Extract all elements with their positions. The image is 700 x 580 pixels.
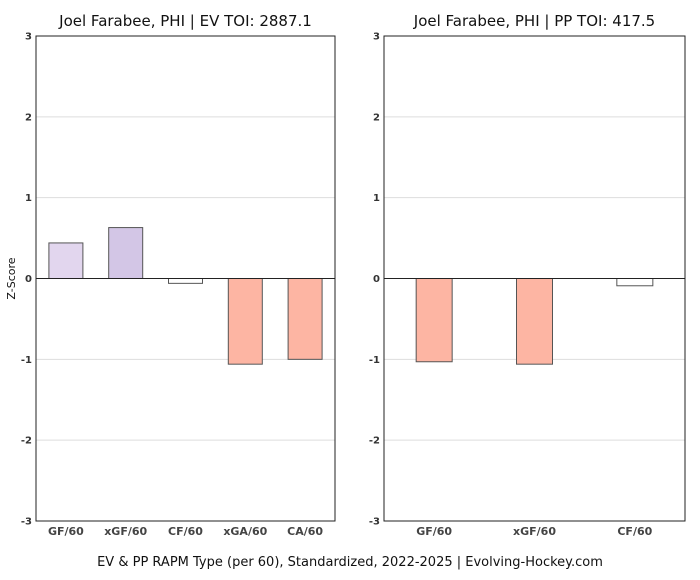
chart-title: Joel Farabee, PHI | EV TOI: 2887.1 xyxy=(58,12,312,30)
y-tick-label: 1 xyxy=(373,193,380,204)
bar xyxy=(516,278,553,365)
plot-frame xyxy=(383,35,686,522)
y-tick-label: 1 xyxy=(25,193,32,204)
y-tick-label: -3 xyxy=(21,517,32,528)
pp-panel: -3 -2 -1 0 1 2 3 GF/60 xGF/60 CF/60 Joel Farabee, … xyxy=(369,12,686,538)
bar xyxy=(108,227,144,279)
x-tick-label: xGF/60 xyxy=(513,525,556,538)
y-tick-label: -1 xyxy=(21,355,32,366)
bar xyxy=(616,278,654,287)
y-tick-label: -1 xyxy=(369,355,380,366)
x-tick-label: GF/60 xyxy=(48,525,84,538)
y-tick-label: 3 xyxy=(373,32,380,43)
x-tick-label: CA/60 xyxy=(287,525,323,538)
y-tick-label: 0 xyxy=(373,274,380,285)
y-tick-label: 2 xyxy=(373,112,380,123)
x-tick-label: GF/60 xyxy=(416,525,452,538)
x-tick-label: xGF/60 xyxy=(104,525,147,538)
bar xyxy=(415,278,453,363)
bar xyxy=(168,278,203,284)
bar xyxy=(48,242,84,279)
ev-panel: -3 -2 -1 0 1 2 3 GF/60 xGF/60 CF/60 xGA/60 CA/60 Joe… xyxy=(5,12,336,538)
chart-caption: EV & PP RAPM Type (per 60), Standardized… xyxy=(97,555,603,570)
bar xyxy=(287,278,323,360)
y-tick-label: -3 xyxy=(369,517,380,528)
x-tick-label: CF/60 xyxy=(168,525,203,538)
plot-frame xyxy=(35,35,336,522)
x-tick-label: xGA/60 xyxy=(223,525,267,538)
y-axis-label: Z-Score xyxy=(5,257,18,299)
y-tick-label: 2 xyxy=(25,112,32,123)
chart-title: Joel Farabee, PHI | PP TOI: 417.5 xyxy=(413,12,655,30)
y-tick-label: 0 xyxy=(25,274,32,285)
bar xyxy=(227,278,263,365)
y-tick-label: -2 xyxy=(21,436,32,447)
x-tick-label: CF/60 xyxy=(617,525,652,538)
y-tick-label: 3 xyxy=(25,32,32,43)
y-tick-label: -2 xyxy=(369,436,380,447)
